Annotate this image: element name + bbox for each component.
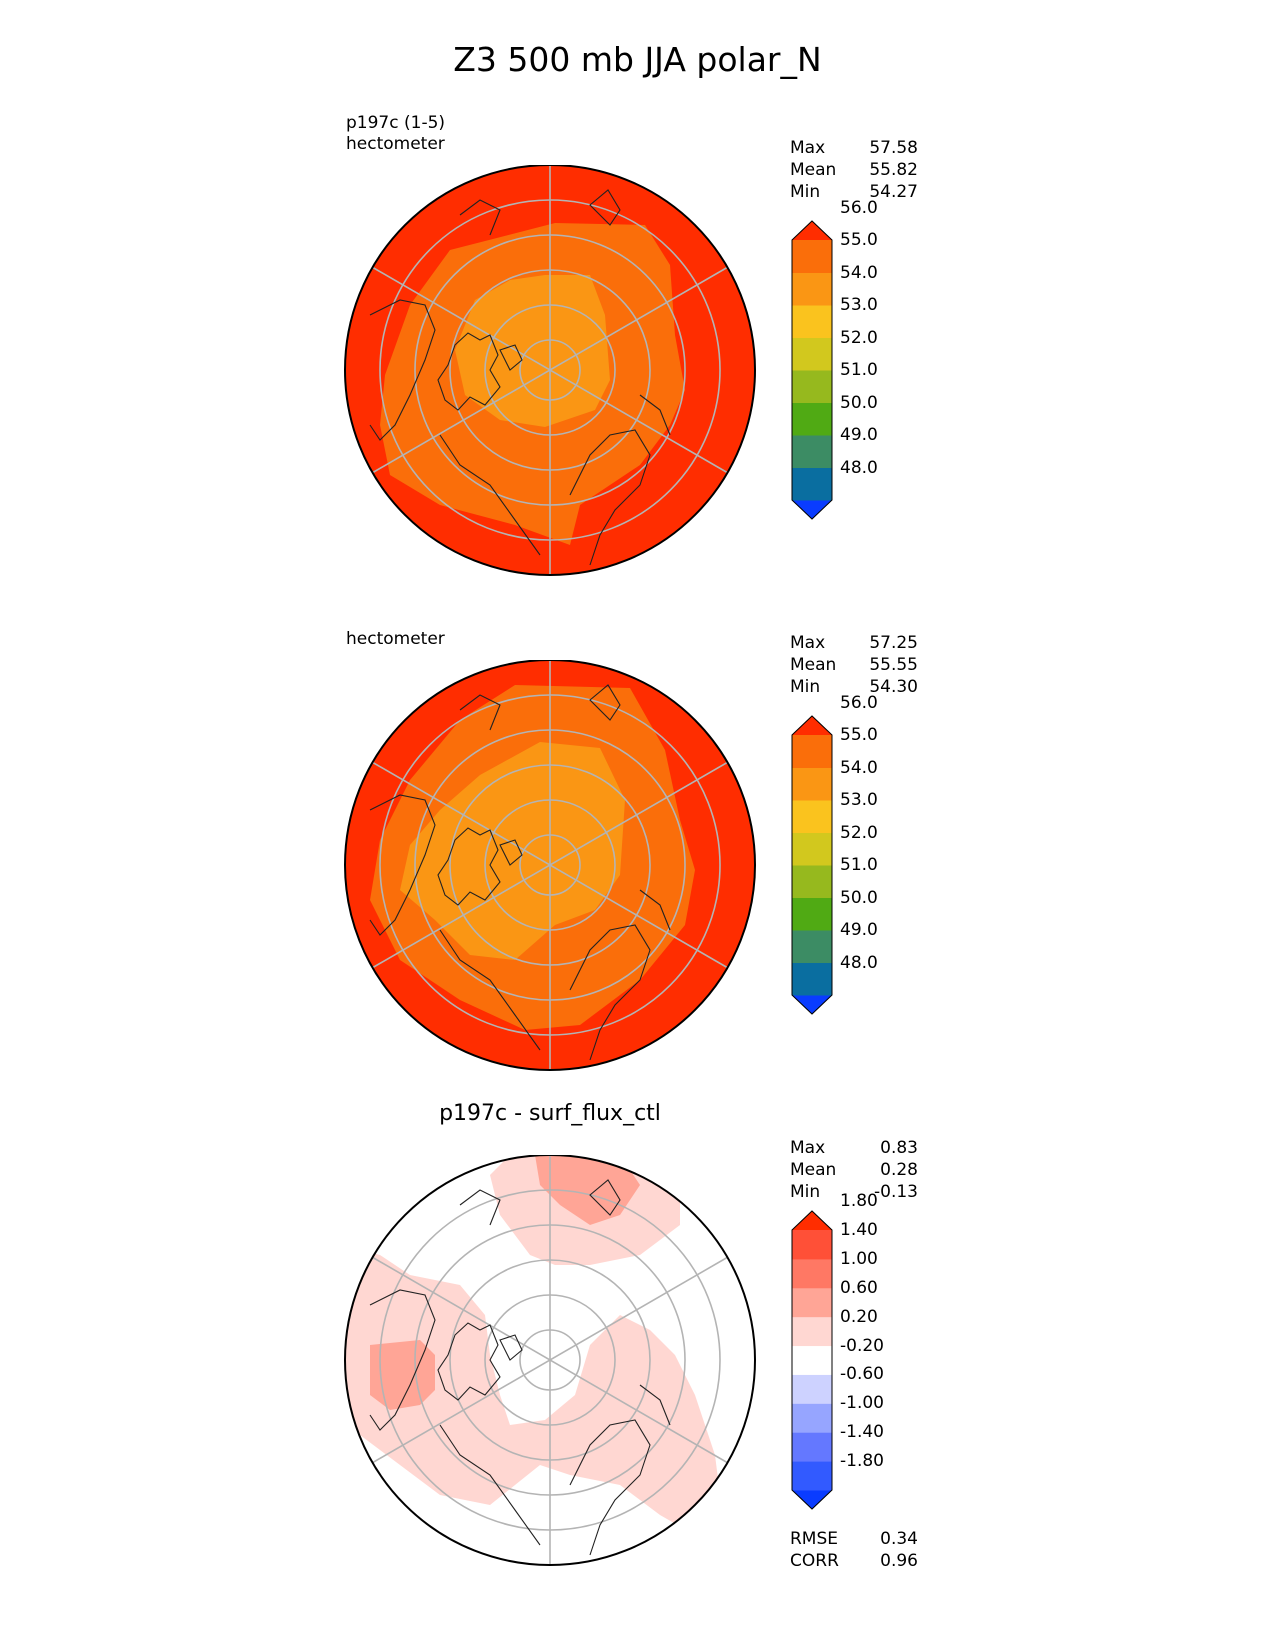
colorbar-tick-label: 54.0: [840, 262, 878, 283]
colorbar-tick-label: 49.0: [840, 425, 878, 445]
metric-corr: CORR 0.96: [790, 1551, 918, 1571]
colorbar-tick-label: 51.0: [840, 360, 878, 380]
colorbar-extend-max: [792, 221, 832, 240]
stat-max: Max 0.83: [790, 1138, 918, 1158]
colorbar-segment: [792, 1230, 832, 1260]
colorbar-segment: [792, 1403, 832, 1433]
colorbar-outline: [791, 715, 833, 1015]
colorbar-extend-max: [792, 1211, 832, 1230]
panel-test-stats: Max 57.58 Mean 55.82 Min 54.27: [790, 137, 918, 203]
colorbar-segment: [792, 832, 832, 866]
colorbar-tick-label: 56.0: [840, 692, 878, 713]
colorbar-reference: [791, 715, 833, 1015]
panel-difference-metrics: RMSE 0.34 CORR 0.96: [790, 1528, 918, 1572]
stat-min: Min -0.13: [790, 1182, 918, 1202]
colorbar-difference: [791, 1210, 833, 1510]
colorbar-tick-label: 48.0: [840, 457, 878, 478]
colorbar-segment: [792, 1345, 832, 1375]
panel-reference-stats: Max 57.25 Mean 55.55 Min 54.30: [790, 632, 918, 698]
colorbar-tick-label: 53.0: [840, 295, 878, 315]
figure-title: Z3 500 mb JJA polar_N: [453, 40, 822, 79]
panel-test-label: p197c (1-5): [346, 113, 446, 133]
colorbar-segment: [792, 1316, 832, 1347]
polar-map-reference: [344, 660, 756, 1071]
colorbar-segment: [792, 402, 832, 436]
colorbar-tick-label: 56.0: [840, 197, 878, 218]
colorbar-tick-label: -0.60: [840, 1364, 884, 1385]
colorbar-segment: [792, 897, 832, 931]
colorbar-tick-label: -1.00: [840, 1393, 884, 1414]
colorbar-tick-label: 51.0: [840, 855, 878, 875]
stat-max: Max 57.25: [790, 633, 918, 653]
panel-test-units: hectometer: [346, 134, 445, 154]
colorbar-tick-label: 0.60: [840, 1277, 878, 1298]
colorbar-tick-label: 49.0: [840, 920, 878, 940]
colorbar-segment: [792, 435, 832, 468]
colorbar-segment: [792, 1374, 832, 1404]
colorbar-tick-label: 52.0: [840, 822, 878, 843]
colorbar-segment: [792, 865, 832, 898]
colorbar-segment: [792, 1258, 832, 1289]
colorbar-extend-min: [792, 995, 832, 1014]
stat-mean: Mean 55.82: [790, 160, 918, 180]
stat-min: Min 54.30: [790, 677, 918, 697]
colorbar-segment: [792, 1461, 832, 1491]
panel-difference-title: p197c - surf_flux_ctl: [439, 1101, 661, 1126]
colorbar-tick-label: 53.0: [840, 790, 878, 810]
polar-map-difference: [344, 1155, 756, 1566]
colorbar-tick-label: 55.0: [840, 725, 878, 745]
colorbar-tick-label: -1.40: [840, 1422, 884, 1443]
stat-mean: Mean 55.55: [790, 655, 918, 675]
polar-map-test: [344, 165, 756, 576]
colorbar-segment: [792, 370, 832, 403]
colorbar-segment: [792, 305, 832, 338]
panel-reference-units: hectometer: [346, 629, 445, 649]
panel-reference: hectometer Max: [0, 600, 1275, 1080]
panel-difference: p197c - surf_flux_ctl: [0, 1095, 1275, 1575]
colorbar-segment: [792, 240, 832, 273]
colorbar-extend-min: [792, 500, 832, 519]
colorbar-segment: [792, 467, 832, 501]
stat-min: Min 54.27: [790, 182, 918, 202]
colorbar-test: [791, 220, 833, 520]
colorbar-tick-label: -1.80: [840, 1451, 884, 1472]
colorbar-tick-label: 1.80: [840, 1191, 878, 1212]
colorbar-outline: [791, 220, 833, 520]
colorbar-segment: [792, 800, 832, 833]
metric-rmse: RMSE 0.34: [790, 1529, 918, 1549]
colorbar-tick-label: 54.0: [840, 757, 878, 778]
colorbar-tick-label: 50.0: [840, 392, 878, 413]
colorbar-tick-label: 1.40: [840, 1220, 878, 1240]
colorbar-segment: [792, 272, 832, 306]
colorbar-segment: [792, 735, 832, 768]
colorbar-tick-label: 55.0: [840, 230, 878, 250]
colorbar-segment: [792, 1432, 832, 1462]
colorbar-segment: [792, 962, 832, 996]
colorbar-segment: [792, 767, 832, 801]
colorbar-extend-max: [792, 716, 832, 735]
colorbar-segment: [792, 1287, 832, 1318]
colorbar-outline: [791, 1210, 833, 1510]
colorbar-tick-label: 52.0: [840, 327, 878, 348]
colorbar-tick-label: 50.0: [840, 887, 878, 908]
colorbar-tick-label: 0.20: [840, 1306, 878, 1327]
colorbar-segment: [792, 337, 832, 371]
colorbar-tick-label: 1.00: [840, 1248, 878, 1269]
colorbar-segment: [792, 930, 832, 963]
stat-max: Max 57.58: [790, 138, 918, 158]
panel-test: p197c (1-5) hectometer: [0, 105, 1275, 585]
colorbar-tick-label: -0.20: [840, 1335, 884, 1356]
colorbar-extend-min: [792, 1490, 832, 1509]
panel-difference-stats: Max 0.83 Mean 0.28 Min -0.13: [790, 1137, 918, 1203]
colorbar-tick-label: 48.0: [840, 952, 878, 973]
stat-mean: Mean 0.28: [790, 1160, 918, 1180]
